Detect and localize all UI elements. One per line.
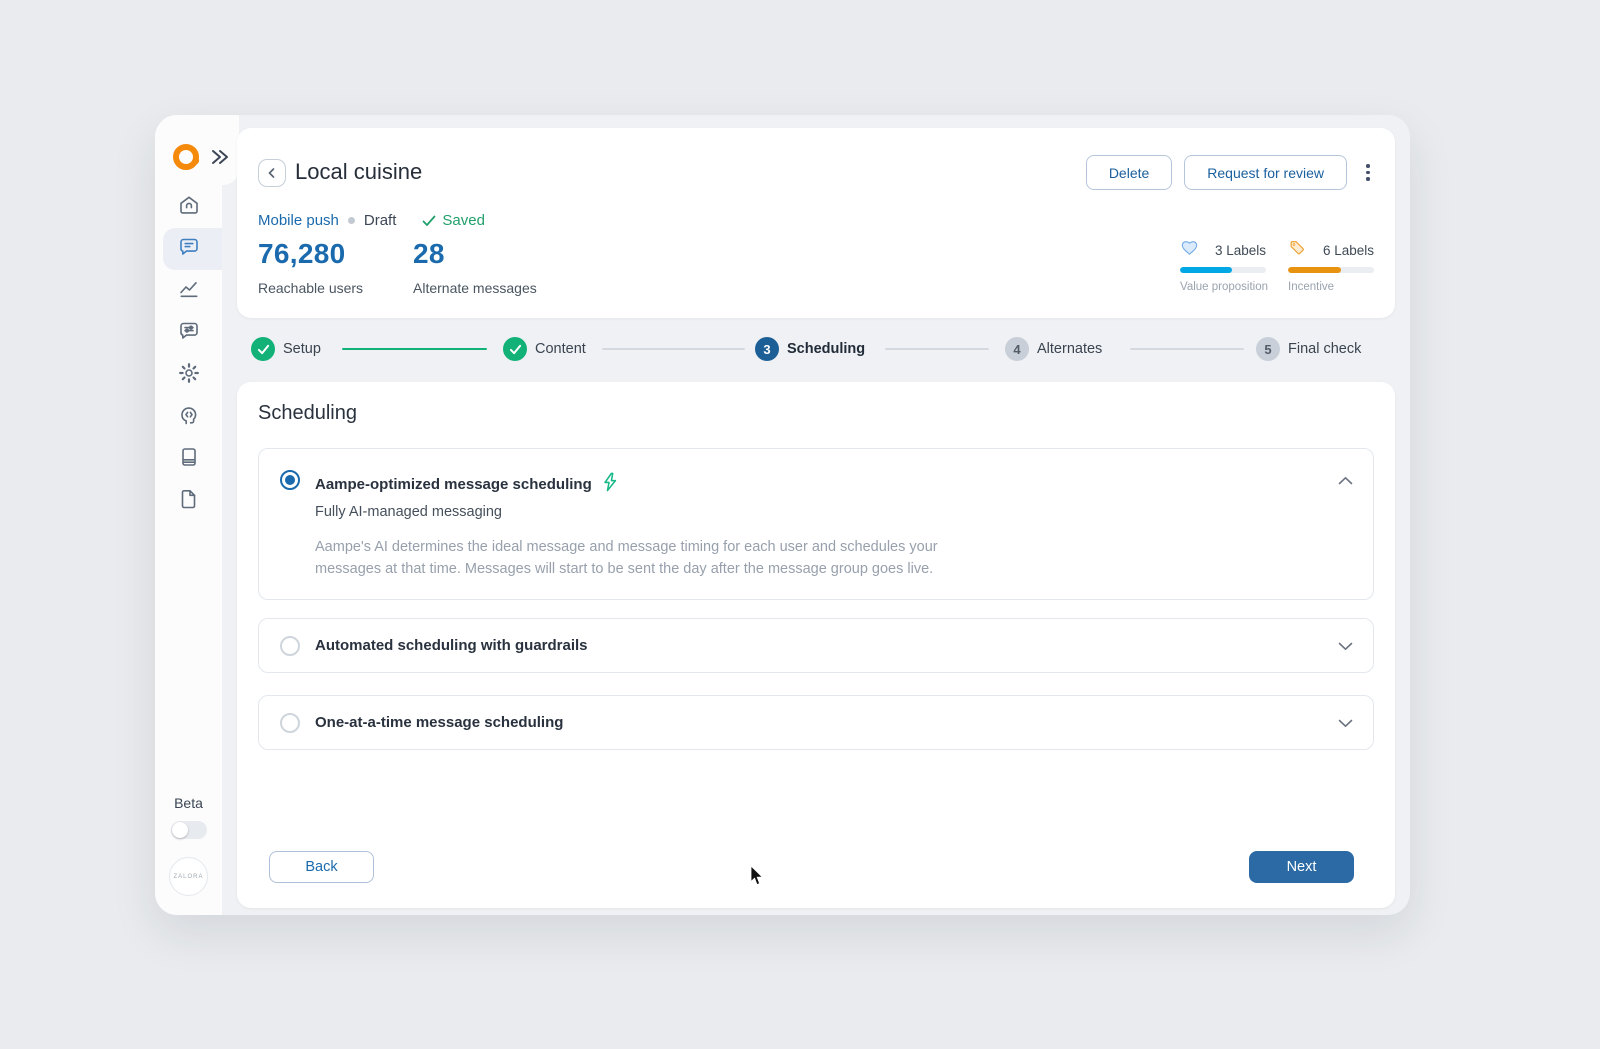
label-progress-bar <box>1288 267 1374 273</box>
option-title: One-at-a-time message scheduling <box>315 714 564 731</box>
step-circle-alternates[interactable]: 4 <box>1005 337 1029 361</box>
analytics-icon <box>177 277 201 306</box>
step-circle-content[interactable] <box>503 337 527 361</box>
message-settings-icon <box>177 319 201 348</box>
chevron-down-icon[interactable] <box>1338 638 1353 656</box>
radio-selected[interactable] <box>280 470 300 490</box>
stat-label: Reachable users <box>258 280 364 296</box>
label-group-incentive: 6 Labels Incentive <box>1288 240 1374 293</box>
label-category: Incentive <box>1288 281 1335 293</box>
label-group-value-proposition: 3 Labels Value proposition <box>1180 239 1269 293</box>
document-icon <box>177 487 201 516</box>
sidebar-item-message-settings[interactable] <box>155 321 222 345</box>
kebab-menu-icon[interactable] <box>1359 161 1377 185</box>
option-title: Aampe-optimized message scheduling <box>315 476 592 493</box>
sidebar-expand-icon[interactable] <box>208 147 230 167</box>
sidebar-nav <box>155 195 222 513</box>
stat-alternate-messages: 28 Alternate messages <box>413 238 537 296</box>
option-one-at-a-time[interactable]: One-at-a-time message scheduling <box>258 695 1374 750</box>
step-connector <box>342 348 487 350</box>
channel-link[interactable]: Mobile push <box>258 212 339 229</box>
saved-indicator: Saved <box>422 212 485 229</box>
dot-separator <box>347 217 355 224</box>
stat-label: Alternate messages <box>413 280 537 296</box>
step-connector <box>1130 348 1244 350</box>
aampe-logo-icon <box>171 141 203 173</box>
label-category: Value proposition <box>1180 281 1269 293</box>
sidebar-item-messages[interactable] <box>155 228 222 270</box>
saved-label: Saved <box>442 212 485 229</box>
label-count: 6 Labels <box>1322 242 1374 258</box>
next-button[interactable]: Next <box>1249 851 1354 883</box>
step-label-setup[interactable]: Setup <box>283 341 321 357</box>
ai-head-icon <box>177 403 201 432</box>
option-aampe-optimized[interactable]: Aampe-optimized message scheduling Fully… <box>258 448 1374 600</box>
back-button[interactable]: Back <box>269 851 374 883</box>
check-icon <box>257 344 269 354</box>
request-review-button[interactable]: Request for review <box>1184 155 1347 190</box>
app-window: Beta ZALORA Local cuisine Mobile push Dr… <box>155 115 1410 915</box>
sidebar-item-documents[interactable] <box>155 489 222 513</box>
radio-unselected[interactable] <box>280 712 300 733</box>
page-title: Local cuisine <box>295 159 423 184</box>
step-circle-final-check[interactable]: 5 <box>1256 337 1280 361</box>
messages-icon <box>177 235 201 264</box>
step-label-scheduling[interactable]: Scheduling <box>787 341 866 357</box>
status-text: Draft <box>363 212 397 229</box>
chevron-up-icon[interactable] <box>1338 472 1353 490</box>
campaign-header-card: Local cuisine Mobile push Draft Saved 76… <box>237 128 1395 318</box>
org-logo-zalora: ZALORA <box>169 857 208 896</box>
sidebar-item-settings[interactable] <box>155 361 222 390</box>
back-chevron-button[interactable] <box>258 159 286 187</box>
option-automated-guardrails[interactable]: Automated scheduling with guardrails <box>258 618 1374 673</box>
sidebar-item-analytics[interactable] <box>155 279 222 303</box>
home-icon <box>177 193 201 222</box>
label-progress-bar <box>1180 267 1266 273</box>
section-heading: Scheduling <box>258 402 357 424</box>
beta-label: Beta <box>174 795 203 811</box>
sidebar-item-home[interactable] <box>155 195 222 219</box>
option-subtitle: Fully AI-managed messaging <box>315 504 502 520</box>
stat-value: 76,280 <box>258 238 346 269</box>
stat-value: 28 <box>413 238 445 269</box>
settings-gear-icon <box>177 361 201 390</box>
check-icon <box>509 344 521 354</box>
step-connector <box>602 348 745 350</box>
wizard-stepper: Setup Content 3 Scheduling 4 Alternates … <box>237 337 1395 361</box>
sidebar-item-ai-agent[interactable] <box>155 405 222 429</box>
scheduling-section-card: Scheduling Aampe-optimized message sched… <box>237 382 1395 908</box>
lightning-bolt-icon <box>601 472 619 497</box>
heart-icon <box>1180 239 1199 262</box>
step-circle-setup[interactable] <box>251 337 275 361</box>
beta-toggle-knob <box>171 822 188 838</box>
sidebar-item-library[interactable] <box>155 447 222 471</box>
delete-button[interactable]: Delete <box>1085 155 1173 190</box>
step-label-content[interactable]: Content <box>535 341 586 357</box>
label-count: 3 Labels <box>1214 242 1266 258</box>
beta-toggle[interactable] <box>170 821 207 839</box>
option-description: Aampe's AI determines the ideal message … <box>315 539 938 577</box>
chevron-down-icon[interactable] <box>1338 715 1353 733</box>
option-title: Automated scheduling with guardrails <box>315 637 588 654</box>
radio-unselected[interactable] <box>280 635 300 656</box>
step-connector <box>885 348 989 350</box>
tag-icon <box>1288 239 1307 262</box>
stat-reachable-users: 76,280 Reachable users <box>258 238 363 296</box>
step-circle-scheduling[interactable]: 3 <box>755 337 779 361</box>
library-icon <box>177 445 201 474</box>
check-icon <box>423 215 436 226</box>
step-label-alternates[interactable]: Alternates <box>1037 341 1103 357</box>
step-label-final-check[interactable]: Final check <box>1288 341 1362 357</box>
